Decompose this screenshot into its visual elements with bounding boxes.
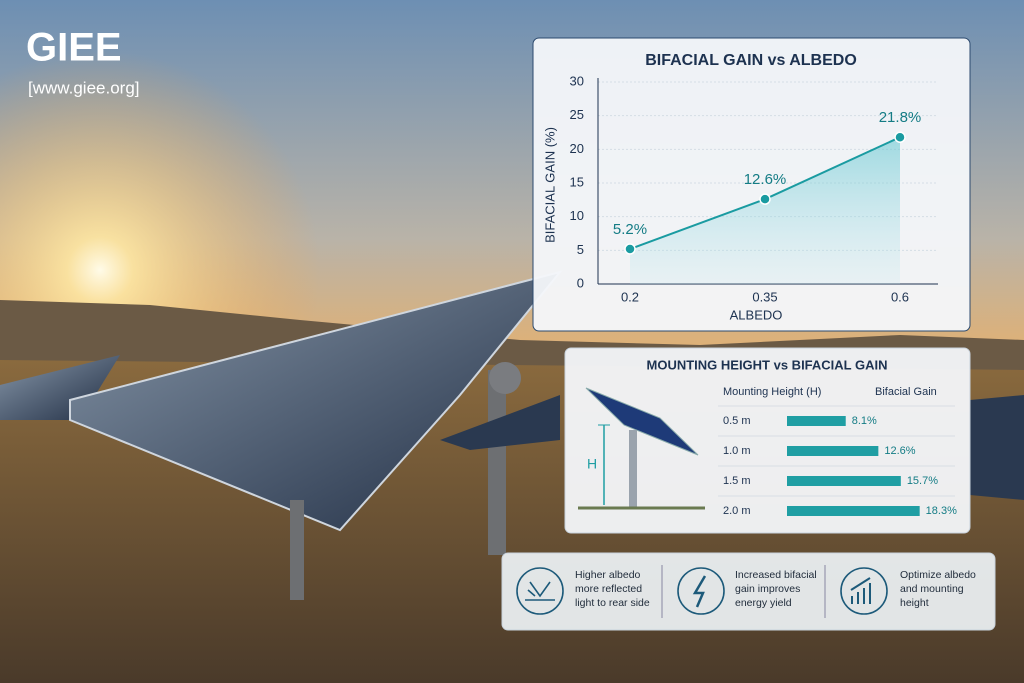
x-axis-label: ALBEDO <box>730 307 783 322</box>
point <box>624 243 636 255</box>
feature-text: Higher albedo more reflected light to re… <box>575 569 650 609</box>
feature-text: Increased bifacial gain improves energy … <box>735 569 817 609</box>
feature-panel <box>501 552 996 631</box>
column-header: Mounting Height (H) <box>723 386 821 398</box>
bar <box>787 416 846 426</box>
row-label: 1.5 m <box>723 475 751 487</box>
chart-title: BIFACIAL GAIN vs ALBEDO <box>645 52 857 69</box>
x-tick-label: 0.6 <box>891 289 909 304</box>
x-tick-label: 0.35 <box>752 289 777 304</box>
value-label: 15.7% <box>907 475 938 487</box>
height-annotation: H <box>587 456 597 472</box>
row-label: 2.0 m <box>723 505 751 517</box>
y-axis-label: BIFACIAL GAIN (%) <box>542 127 557 243</box>
value-label: 21.8% <box>879 109 922 126</box>
point <box>894 131 906 143</box>
bar <box>787 446 879 456</box>
row-label: 1.0 m <box>723 445 751 457</box>
bar-panel <box>564 347 971 534</box>
bar-chart: 0.5 m 8.1% 1.0 m 12.6% 1.5 m 15.7% 2.0 m 18.3% <box>718 405 957 517</box>
brand-name: GIEE <box>26 26 122 70</box>
value-label: 5.2% <box>613 221 647 238</box>
chart-title: MOUNTING HEIGHT vs BIFACIAL GAIN <box>647 357 888 372</box>
area <box>630 137 900 284</box>
value-label: 12.6% <box>744 171 787 188</box>
feature-icons <box>516 565 888 618</box>
bar <box>787 476 901 486</box>
value-label: 12.6% <box>884 445 915 457</box>
brand-url: [www.giee.org] <box>28 78 140 97</box>
x-tick-label: 0.2 <box>621 289 639 304</box>
y-tick-label: 5 <box>577 242 584 257</box>
row-label: 0.5 m <box>723 415 751 427</box>
value-label: 18.3% <box>926 505 957 517</box>
y-tick-label: 0 <box>577 275 584 290</box>
value-label: 8.1% <box>852 415 877 427</box>
y-tick-label: 30 <box>570 73 584 88</box>
y-tick-label: 25 <box>570 107 584 122</box>
mount-diagram <box>578 387 705 510</box>
feature-text: Optimize albedo and mounting height <box>900 569 976 609</box>
y-tick-label: 10 <box>570 208 584 223</box>
bar <box>787 506 920 516</box>
column-header: Bifacial Gain <box>875 386 937 398</box>
line-chart: 0 5 10 15 20 25 30 5.2% 0.2 12.6% 0.35 21.8% 0.6 <box>570 73 938 304</box>
point <box>759 193 771 205</box>
y-tick-label: 15 <box>570 174 584 189</box>
y-tick-label: 20 <box>570 141 584 156</box>
